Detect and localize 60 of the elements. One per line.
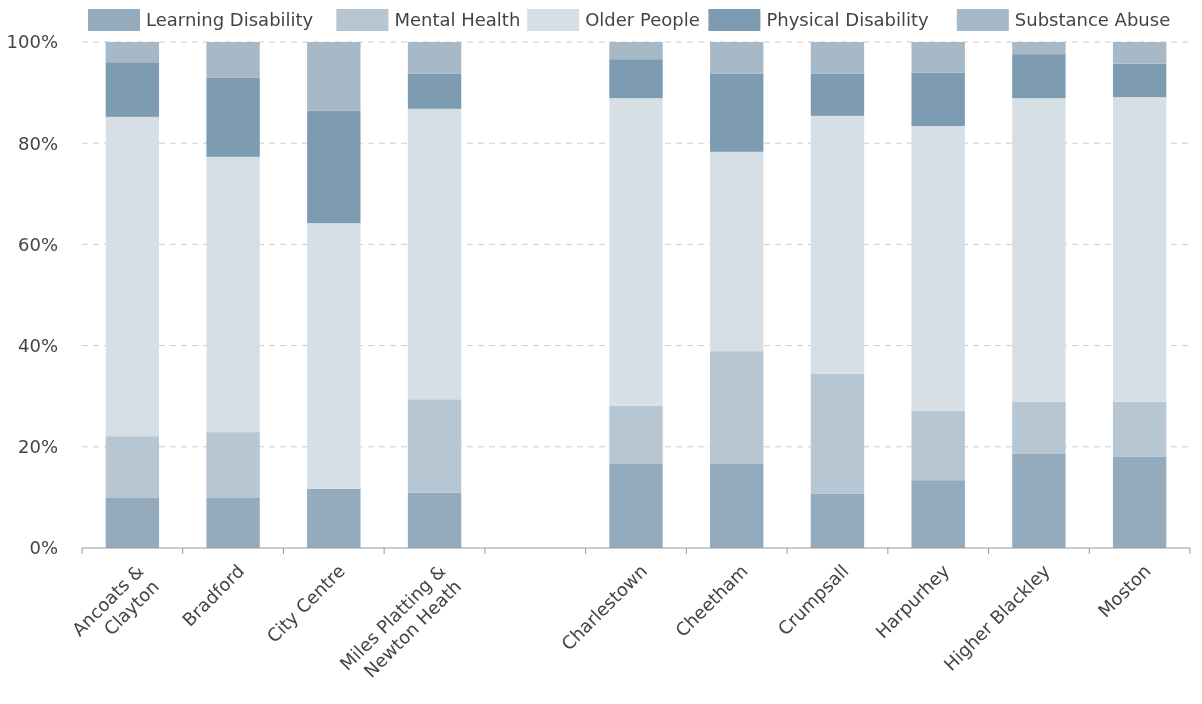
bar — [1012, 401, 1066, 454]
y-tick-label: 100% — [6, 31, 58, 53]
bar — [710, 42, 764, 74]
bar — [710, 464, 764, 548]
bar — [710, 151, 764, 352]
bar — [911, 72, 965, 126]
bar — [911, 480, 965, 548]
bar — [1012, 54, 1066, 99]
bar — [1112, 97, 1167, 402]
bar — [609, 464, 663, 548]
bar — [1112, 63, 1167, 98]
legend-label: Physical Disability — [766, 9, 930, 30]
bar — [609, 59, 663, 99]
bar — [105, 497, 160, 548]
bar — [407, 42, 462, 74]
bar — [1112, 401, 1167, 457]
bar — [710, 73, 764, 152]
bar — [105, 42, 160, 63]
bar — [1012, 42, 1066, 55]
bar — [911, 42, 965, 73]
bar — [206, 432, 260, 498]
bar — [810, 493, 865, 548]
bar — [206, 77, 260, 157]
legend-label: Older People — [585, 9, 700, 30]
y-tick-label: 0% — [29, 537, 58, 559]
bar — [206, 42, 260, 78]
bar — [1112, 42, 1167, 64]
legend-label: Substance Abuse — [1014, 9, 1171, 30]
y-tick-label: 60% — [17, 233, 58, 255]
bar — [307, 488, 361, 548]
bar — [407, 399, 462, 493]
bar — [1012, 98, 1066, 402]
bar — [407, 73, 462, 109]
bar — [407, 108, 462, 400]
bar — [609, 98, 663, 406]
bar — [307, 110, 361, 224]
bar — [206, 497, 260, 548]
y-tick-label: 20% — [17, 436, 58, 458]
bar — [810, 73, 865, 116]
bar — [710, 351, 764, 464]
bar — [105, 116, 160, 437]
bar — [206, 156, 260, 433]
legend-label: Mental Health — [394, 9, 521, 30]
y-tick-label: 40% — [17, 334, 58, 356]
bar — [609, 405, 663, 464]
bar — [911, 126, 965, 411]
bar — [307, 42, 361, 111]
y-tick-label: 80% — [17, 132, 58, 154]
bar — [1012, 453, 1066, 548]
bar — [307, 223, 361, 489]
bar — [1112, 456, 1167, 548]
bar — [105, 436, 160, 498]
bar — [810, 373, 865, 494]
bar — [609, 42, 663, 60]
bar — [810, 115, 865, 374]
bar — [911, 410, 965, 481]
legend-label: Learning Disability — [146, 9, 314, 30]
bar — [407, 492, 462, 548]
bar — [810, 42, 865, 74]
bar — [105, 62, 160, 117]
